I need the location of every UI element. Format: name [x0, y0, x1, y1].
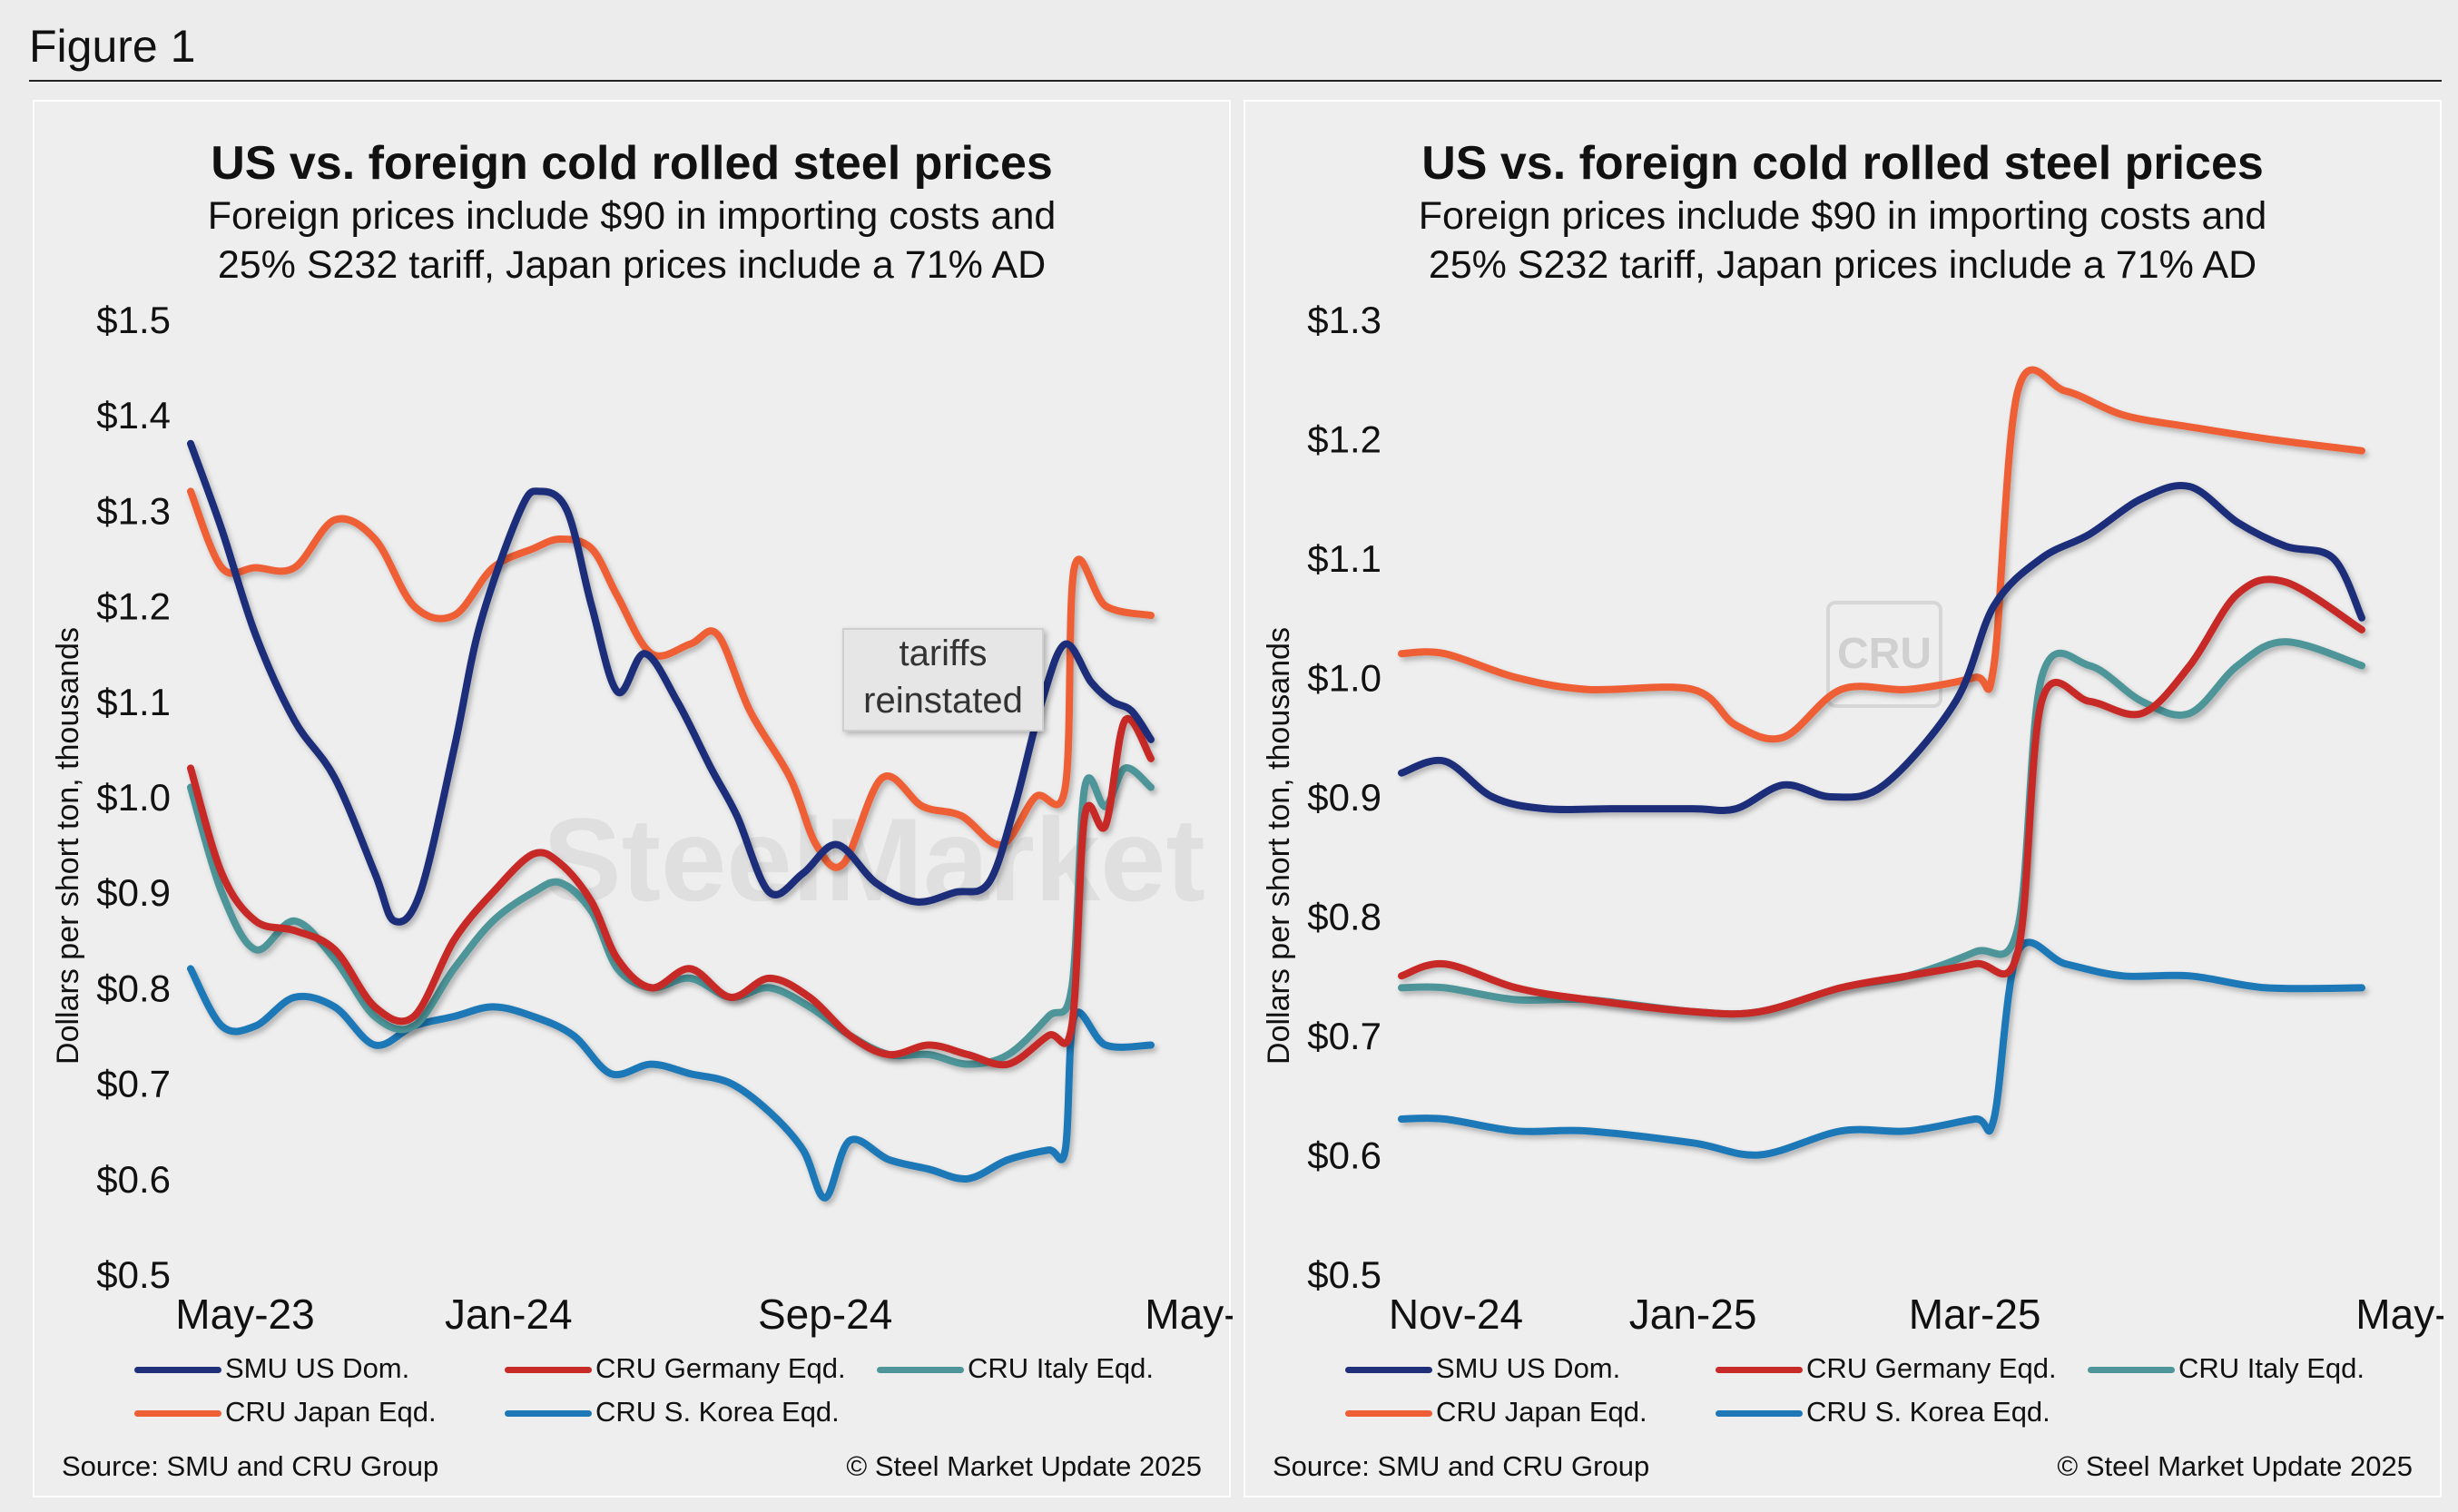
- chart-subtitle-line1: Foreign prices include $90 in importing …: [207, 194, 1057, 238]
- y-tick-label: $0.7: [96, 1063, 171, 1105]
- copyright-note: © Steel Market Update 2025: [846, 1450, 1202, 1482]
- legend-label: SMU US Dom.: [225, 1352, 410, 1384]
- chart-subtitle-line2: 25% S232 tariff, Japan prices include a …: [1428, 243, 2257, 287]
- annotation-line2: reinstated: [863, 681, 1023, 721]
- legend-swatch: [2088, 1367, 2175, 1373]
- chart-subtitle-line2: 25% S232 tariff, Japan prices include a …: [217, 243, 1047, 287]
- legend-swatch: [877, 1367, 964, 1373]
- legend-swatch: [1345, 1367, 1432, 1373]
- legend-swatch: [1345, 1410, 1432, 1417]
- legend-swatch: [1716, 1410, 1803, 1417]
- y-tick-label: $1.1: [96, 681, 171, 723]
- series-line-japan: [187, 487, 1155, 871]
- legend-swatch: [505, 1410, 592, 1417]
- source-note: Source: SMU and CRU Group: [1273, 1450, 1650, 1482]
- series-line-germany: [1398, 575, 2365, 1018]
- y-tick-label: $1.0: [96, 776, 171, 819]
- figure-divider: [29, 80, 2442, 82]
- series-line-japan: [1398, 366, 2365, 743]
- y-tick-label: $0.5: [96, 1253, 171, 1296]
- legend-label: CRU S. Korea Eqd.: [1806, 1396, 2050, 1428]
- legend-swatch: [505, 1367, 592, 1373]
- source-note: Source: SMU and CRU Group: [62, 1450, 439, 1482]
- legend-swatch: [134, 1410, 221, 1417]
- chart-subtitle-line1: Foreign prices include $90 in importing …: [1418, 194, 2267, 238]
- series-line-smu-us: [187, 439, 1155, 926]
- series-line-germany: [187, 714, 1155, 1069]
- y-tick-label: $1.3: [96, 489, 171, 532]
- x-tick-label: Sep-24: [758, 1291, 892, 1338]
- y-tick-label: $0.6: [96, 1158, 171, 1201]
- y-tick-label: $0.9: [1307, 776, 1381, 819]
- legend-label: CRU Japan Eqd.: [225, 1396, 437, 1428]
- chart-panel-left: SteelMarket Update US vs. foreign cold r…: [33, 100, 1638, 1497]
- y-tick-label: $0.6: [1307, 1134, 1381, 1177]
- series-line-korea: [1398, 938, 2365, 1159]
- chart-title: US vs. foreign cold rolled steel prices: [1421, 137, 2264, 190]
- series-line-italy: [187, 764, 1155, 1068]
- x-tick-label: Jan-25: [1629, 1291, 1757, 1338]
- x-tick-label: May-25: [2355, 1291, 2443, 1338]
- watermark-logo: CRU: [1826, 601, 1942, 708]
- chart-title: US vs. foreign cold rolled steel prices: [211, 137, 1053, 190]
- figure-label: Figure 1: [29, 21, 196, 72]
- x-tick-label: Mar-25: [1909, 1291, 2041, 1338]
- y-tick-label: $0.9: [96, 871, 171, 914]
- y-tick-label: $1.2: [1307, 418, 1381, 461]
- legend-label: CRU S. Korea Eqd.: [595, 1396, 840, 1428]
- x-tick-label: Nov-24: [1389, 1291, 1523, 1338]
- y-tick-label: $0.8: [1307, 896, 1381, 938]
- series-line-korea: [187, 965, 1155, 1202]
- legend-label: CRU Italy Eqd.: [2178, 1352, 2365, 1384]
- legend-label: CRU Germany Eqd.: [595, 1352, 846, 1384]
- series-line-italy: [1398, 638, 2365, 1018]
- copyright-note: © Steel Market Update 2025: [2057, 1450, 2413, 1482]
- y-tick-label: $1.4: [96, 394, 171, 437]
- series-line-smu-us: [1398, 482, 2365, 815]
- x-tick-label: Jan-24: [445, 1291, 573, 1338]
- x-tick-label: May-23: [175, 1291, 314, 1338]
- y-tick-label: $1.1: [1307, 537, 1381, 580]
- y-tick-label: $0.8: [96, 967, 171, 1009]
- legend-label: CRU Italy Eqd.: [968, 1352, 1155, 1384]
- legend-label: CRU Germany Eqd.: [1806, 1352, 2057, 1384]
- chart-panel-right: CRU US vs. foreign cold rolled steel pri…: [1244, 100, 2443, 1497]
- legend-label: SMU US Dom.: [1436, 1352, 1621, 1384]
- annotation-callout: tariffs reinstated: [842, 628, 1044, 731]
- x-tick-label: May-25: [1145, 1291, 1233, 1338]
- y-tick-label: $1.2: [96, 585, 171, 628]
- legend-swatch: [1716, 1367, 1803, 1373]
- y-tick-label: $1.5: [96, 299, 171, 341]
- chart-plot-right: $0.5 $0.6 $0.7 $0.8 $0.9 $1.0 $1.1 $1.2 $1.3 Nov-…: [1307, 299, 2443, 1338]
- legend-label: CRU Japan Eqd.: [1436, 1396, 1647, 1428]
- chart-plot-left: $0.5 $0.6 $0.7 $0.8 $0.9 $1.0 $1.1 $1.2 $1.3 $1.4…: [96, 299, 1233, 1338]
- y-tick-label: $0.5: [1307, 1253, 1381, 1296]
- legend-swatch: [134, 1367, 221, 1373]
- y-tick-label: $1.3: [1307, 299, 1381, 341]
- y-tick-label: $1.0: [1307, 657, 1381, 700]
- y-tick-label: $0.7: [1307, 1015, 1381, 1057]
- annotation-line1: tariffs: [899, 633, 988, 673]
